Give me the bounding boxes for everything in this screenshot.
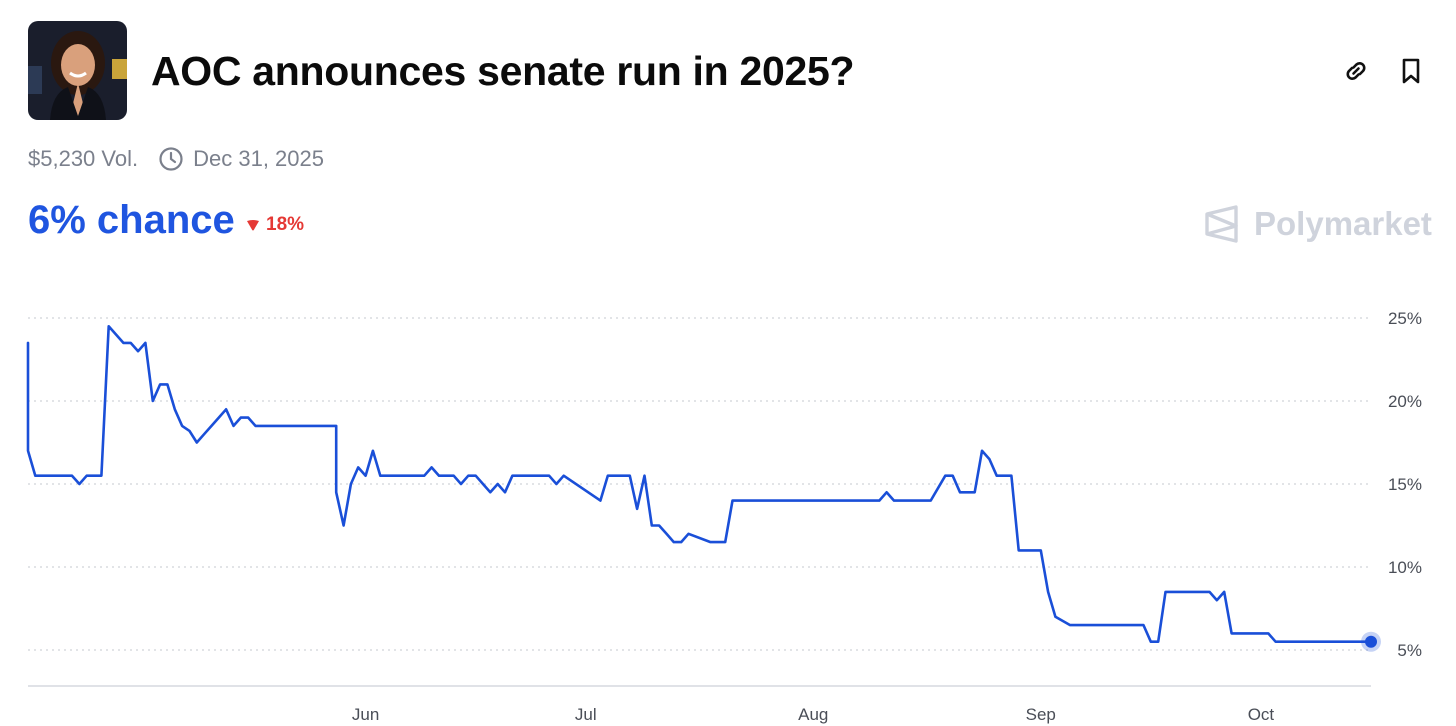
- market-title: AOC announces senate run in 2025?: [151, 48, 855, 94]
- link-icon[interactable]: [1341, 56, 1371, 86]
- chance-value: 6% chance: [28, 198, 235, 242]
- polymarket-logo-icon: [1205, 205, 1238, 243]
- x-tick-label: Jun: [352, 705, 379, 724]
- clock-icon: [159, 147, 183, 171]
- x-tick-label: Aug: [798, 705, 828, 724]
- y-tick-label: 25%: [1388, 309, 1422, 328]
- x-tick-label: Jul: [575, 705, 597, 724]
- change-value: 18%: [266, 214, 305, 235]
- brand-name: Polymarket: [1254, 205, 1432, 242]
- probability-line: [26, 325, 1373, 643]
- current-point: [1365, 635, 1377, 648]
- change-badge: 18%: [246, 214, 304, 236]
- portrait-photo-icon: [28, 21, 127, 120]
- market-meta: $5,230 Vol. Dec 31, 2025: [28, 146, 324, 172]
- market-avatar: [28, 21, 127, 120]
- x-tick-label: Sep: [1026, 705, 1056, 724]
- x-tick-label: Oct: [1248, 705, 1275, 724]
- y-tick-label: 10%: [1388, 558, 1422, 577]
- y-tick-label: 5%: [1397, 641, 1422, 660]
- end-date-label: Dec 31, 2025: [193, 146, 324, 171]
- volume-label: $5,230 Vol.: [28, 146, 139, 171]
- triangle-down-icon: [247, 220, 259, 231]
- bookmark-icon[interactable]: [1397, 56, 1427, 86]
- polymarket-brand: Polymarket: [1204, 204, 1432, 244]
- y-tick-label: 15%: [1388, 475, 1422, 494]
- y-tick-label: 20%: [1388, 392, 1422, 411]
